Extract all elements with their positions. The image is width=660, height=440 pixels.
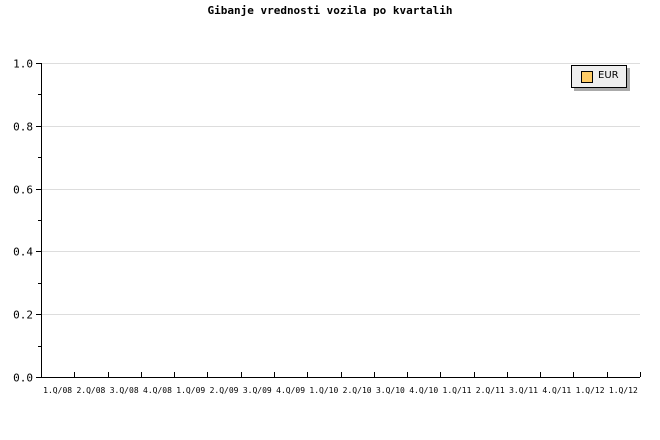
y-tick-label: 0.6 <box>13 184 33 197</box>
legend-swatch-eur <box>581 71 593 83</box>
x-tick-label: 4.Q/08 <box>143 386 172 395</box>
x-tick-label: 3.Q/08 <box>110 386 139 395</box>
x-tick-label: 3.Q/10 <box>376 386 405 395</box>
x-tick-label: 1.Q/08 <box>43 386 72 395</box>
legend: EUR <box>571 65 627 88</box>
x-tick-label: 4.Q/09 <box>276 386 305 395</box>
x-tick-label: 2.Q/11 <box>476 386 505 395</box>
chart-title: Gibanje vrednosti vozila po kvartalih <box>207 4 453 17</box>
y-tick-label: 0.4 <box>13 246 33 259</box>
x-tick-label: 2.Q/09 <box>210 386 239 395</box>
x-tick-label: 4.Q/10 <box>409 386 438 395</box>
x-tick-label: 1.Q/12 <box>609 386 638 395</box>
y-tick-label: 0.0 <box>13 372 33 385</box>
legend-label-eur: EUR <box>598 70 619 81</box>
x-tick-label: 3.Q/09 <box>243 386 272 395</box>
x-tick-label: 3.Q/11 <box>509 386 538 395</box>
y-tick-label: 0.2 <box>13 309 33 322</box>
x-tick-label: 2.Q/10 <box>343 386 372 395</box>
x-tick-label: 1.Q/09 <box>176 386 205 395</box>
x-tick-label: 4.Q/11 <box>542 386 571 395</box>
x-tick-label: 1.Q/11 <box>443 386 472 395</box>
x-tick-label: 1.Q/10 <box>309 386 338 395</box>
y-tick-label: 0.8 <box>13 121 33 134</box>
x-tick-label: 2.Q/08 <box>76 386 105 395</box>
x-tick-label: 1.Q/12 <box>576 386 605 395</box>
y-tick-label: 1.0 <box>13 58 33 71</box>
